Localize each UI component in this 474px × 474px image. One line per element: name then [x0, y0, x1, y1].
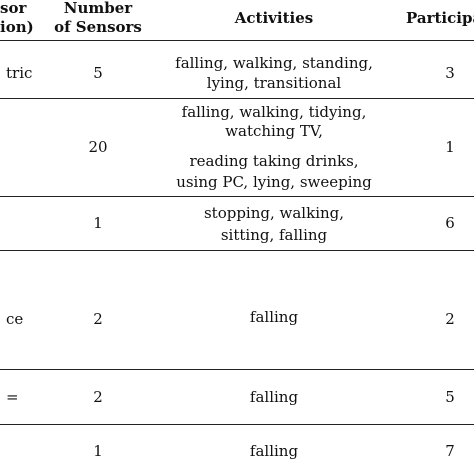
header-number-line2: of Sensors [54, 18, 142, 36]
cell-number: 20 [88, 138, 108, 156]
cell-sensor: = [6, 388, 19, 406]
cell-sensor: tric [6, 64, 33, 82]
row-rule [0, 424, 474, 425]
cell-participants: 7 [445, 442, 455, 460]
row-rule [0, 250, 474, 251]
cell-participants: 1 [445, 138, 455, 156]
header-participants: Participa [406, 9, 474, 27]
cell-activity-line: using PC, lying, sweeping [176, 173, 372, 191]
header-sensor-line1: sor [0, 0, 27, 17]
cell-number: 2 [93, 388, 103, 406]
cell-participants: 3 [445, 64, 455, 82]
cell-activity-line: falling [249, 308, 299, 326]
cell-activity-line: stopping, walking, [203, 204, 345, 222]
cell-activity-line: lying, transitional [206, 74, 342, 92]
cell-activity-line: falling, walking, standing, [175, 54, 373, 72]
cell-activity-line: falling [249, 388, 299, 406]
cell-number: 1 [93, 214, 103, 232]
cell-activity-line: reading taking drinks, [189, 152, 359, 170]
cell-participants: 5 [445, 388, 455, 406]
cell-activity-line: sitting, falling [220, 226, 328, 244]
header-sensor-line2: ion) [0, 18, 34, 36]
header-activities: Activities [234, 9, 314, 27]
cell-activity-line: watching TV, [225, 122, 323, 140]
header-rule [0, 40, 474, 41]
cell-number: 1 [93, 442, 103, 460]
cell-participants: 2 [445, 310, 455, 328]
row-rule [0, 196, 474, 197]
cell-number: 5 [93, 64, 103, 82]
cell-number: 2 [93, 310, 103, 328]
cell-participants: 6 [445, 214, 455, 232]
row-rule [0, 369, 474, 370]
header-number-line1: Number [63, 0, 133, 17]
cell-activity-line: falling, walking, tidying, [181, 103, 367, 121]
cell-sensor: ce [6, 310, 24, 328]
row-rule [0, 98, 474, 99]
cell-activity-line: falling [249, 442, 299, 460]
